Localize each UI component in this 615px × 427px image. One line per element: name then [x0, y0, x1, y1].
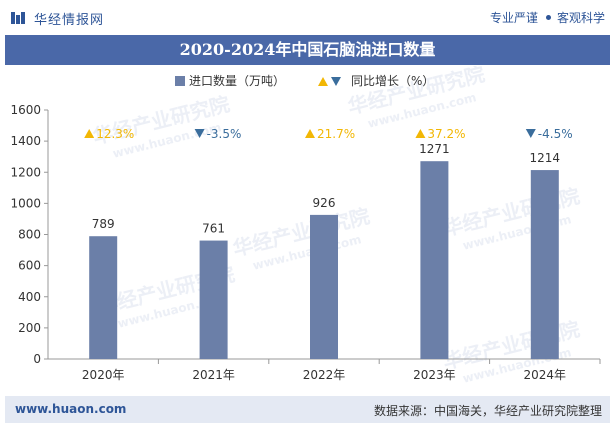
chart-title: 2020-2024年中国石脑油进口数量 [5, 35, 610, 65]
bar [199, 240, 228, 359]
growth-label: -4.5% [538, 127, 573, 141]
huajing-logo-icon [11, 12, 25, 24]
bar-chart: 华经产业研究院www.huaon.com华经产业研究院www.huaon.com… [10, 66, 601, 386]
y-tick-label: 400 [18, 290, 41, 304]
bar [530, 170, 559, 359]
x-tick-label: 2020年 [82, 368, 125, 382]
tagline-left: 专业严谨 [489, 11, 538, 25]
bar-value-label: 1214 [530, 151, 561, 165]
legend-bar-swatch-icon [175, 76, 185, 86]
y-tick-label: 600 [18, 259, 41, 273]
growth-up-triangle-icon [305, 129, 315, 138]
footer-source: 数据来源：中国海关，华经产业研究院整理 [373, 404, 602, 418]
legend-down-triangle-icon [331, 77, 341, 86]
legend-series-label: 进口数量（万吨） [189, 73, 285, 88]
bar [310, 214, 338, 359]
bar-value-label: 789 [92, 217, 115, 231]
bar [420, 161, 449, 359]
y-tick-label: 0 [33, 352, 41, 366]
x-tick-label: 2024年 [524, 368, 567, 382]
tagline-right: 客观科学 [556, 11, 605, 25]
growth-up-triangle-icon [84, 129, 95, 138]
growth-down-triangle-icon [194, 129, 205, 138]
x-tick-label: 2023年 [413, 368, 456, 382]
chart-legend: 进口数量（万吨） 同比增长（%） [175, 73, 434, 88]
y-tick-label: 1000 [10, 196, 41, 210]
y-tick-label: 1400 [10, 134, 41, 148]
growth-label: -3.5% [207, 127, 242, 141]
growth-label: 12.3% [96, 127, 134, 141]
bar-value-label: 761 [202, 222, 225, 236]
x-tick-label: 2022年 [303, 368, 346, 382]
top-bar: 华经情报网 专业严谨 客观科学 [0, 0, 615, 36]
bar-value-label: 926 [313, 196, 336, 210]
y-tick-label: 1200 [10, 165, 41, 179]
bar [89, 236, 118, 359]
y-tick-label: 200 [18, 321, 41, 335]
growth-down-triangle-icon [525, 129, 536, 138]
x-tick-label: 2021年 [192, 368, 235, 382]
y-tick-label: 1600 [10, 103, 41, 117]
legend-growth-label: 同比增长（%） [351, 74, 434, 88]
site-name: 华经情报网 [34, 13, 105, 28]
y-tick-label: 800 [18, 228, 41, 242]
footer-bar: www.huaon.com 数据来源：中国海关，华经产业研究院整理 [5, 396, 610, 423]
footer-website: www.huaon.com [15, 402, 127, 416]
growth-label: 37.2% [427, 127, 465, 141]
growth-label: 21.7% [317, 127, 355, 141]
legend-up-triangle-icon [318, 77, 328, 86]
bar-value-label: 1271 [419, 142, 450, 156]
bars [89, 161, 559, 359]
separator-dot-icon [545, 15, 551, 20]
tagline: 专业严谨 客观科学 [490, 9, 605, 26]
growth-up-triangle-icon [415, 129, 426, 138]
